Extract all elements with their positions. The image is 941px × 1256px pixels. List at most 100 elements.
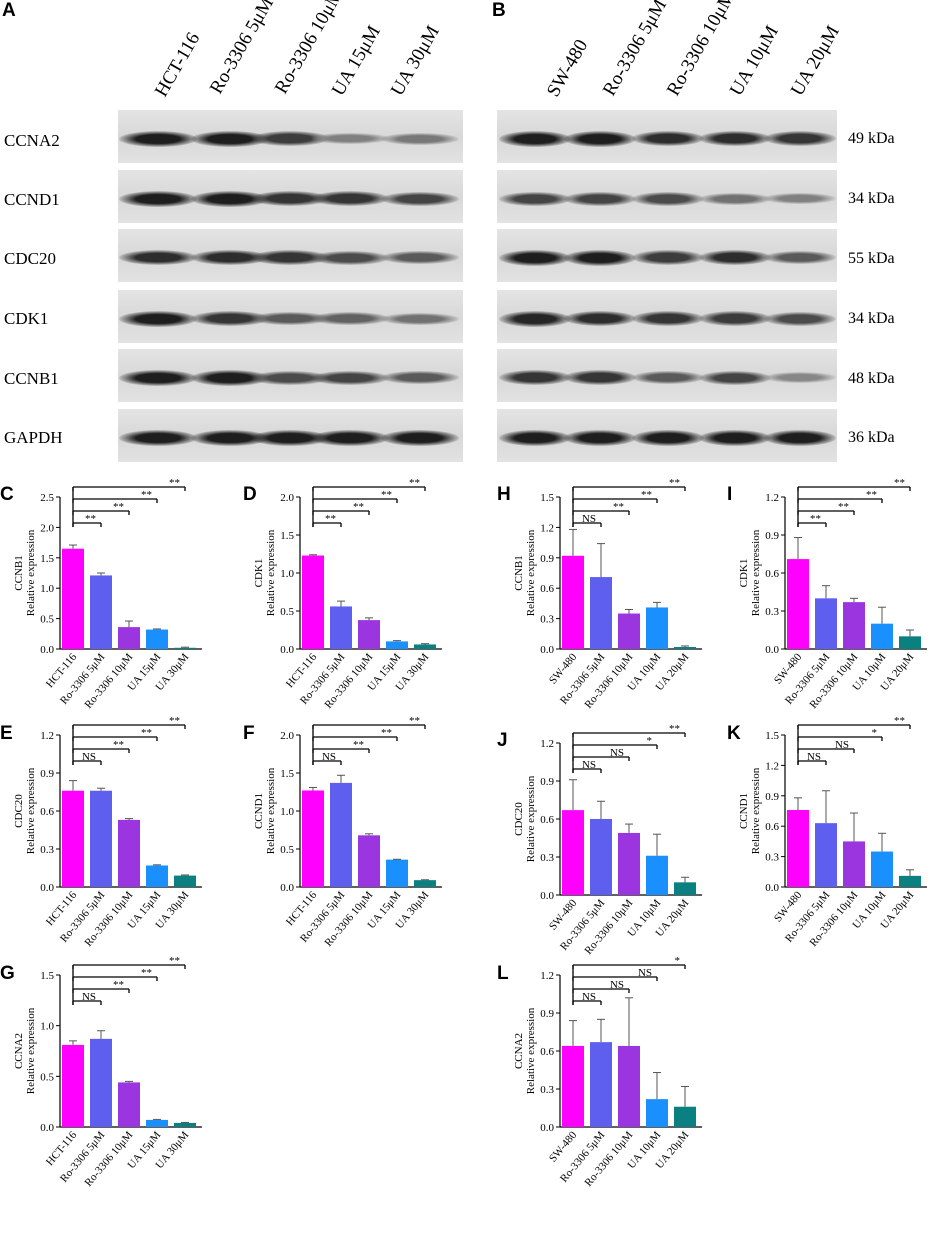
significance-label: NS xyxy=(582,759,596,771)
blot-band xyxy=(251,312,329,325)
blot-band xyxy=(381,371,459,384)
blot-band xyxy=(632,250,704,265)
significance-label: ** xyxy=(613,501,624,513)
blot-band xyxy=(699,429,771,446)
y-tick-label: 0.0 xyxy=(540,644,554,656)
y-tick-label: 2.0 xyxy=(280,492,294,504)
y-tick-label: 0.6 xyxy=(540,1046,554,1058)
bar xyxy=(646,1099,668,1127)
blot-band xyxy=(191,190,269,207)
significance-label: ** xyxy=(641,489,652,501)
blot-band xyxy=(699,192,771,205)
y-tick-label: 0.0 xyxy=(280,644,294,656)
panel-label: C xyxy=(0,484,14,505)
blot-band xyxy=(632,311,704,326)
significance-label: NS xyxy=(835,739,849,751)
blot-band xyxy=(632,191,704,206)
blot-band xyxy=(119,429,197,446)
bar xyxy=(90,790,112,887)
y-axis-label: Relative expression xyxy=(750,529,762,616)
y-tick-label: 0.0 xyxy=(540,890,554,902)
blot-band xyxy=(251,250,329,265)
blot-band xyxy=(311,133,389,144)
y-axis-title: CDC20 xyxy=(13,794,25,828)
significance-label: ** xyxy=(325,513,336,525)
bar xyxy=(174,1122,196,1127)
blot-band xyxy=(191,130,269,147)
blot-band xyxy=(699,370,771,385)
y-tick-label: 1.0 xyxy=(280,568,294,580)
bar xyxy=(843,602,865,649)
blot-band xyxy=(251,191,329,206)
blot-row-label: CDC20 xyxy=(4,249,56,268)
bar xyxy=(618,613,640,649)
y-tick-label: 0.6 xyxy=(540,583,554,595)
blot-band xyxy=(251,370,329,385)
blot-band xyxy=(381,132,459,145)
bar xyxy=(646,607,668,649)
blot-band xyxy=(632,131,704,146)
bar xyxy=(646,855,668,895)
bar xyxy=(562,555,584,649)
bar xyxy=(562,810,584,895)
significance-label: ** xyxy=(669,723,680,735)
blot-band xyxy=(764,429,836,446)
blot-band xyxy=(119,250,197,265)
significance-label: * xyxy=(872,727,878,739)
y-tick-label: 1.0 xyxy=(280,806,294,818)
y-axis-title: CCNB1 xyxy=(513,555,525,590)
bar xyxy=(562,1045,584,1127)
blot-band xyxy=(381,312,459,325)
significance-label: ** xyxy=(141,727,152,739)
y-tick-label: 1.2 xyxy=(765,760,779,772)
y-tick-label: 1.5 xyxy=(40,970,54,982)
y-tick-label: 1.5 xyxy=(540,492,554,504)
significance-label: ** xyxy=(810,513,821,525)
y-tick-label: 1.0 xyxy=(40,1021,54,1033)
bar xyxy=(787,559,809,649)
blot-band xyxy=(564,311,636,326)
significance-label: ** xyxy=(409,715,420,727)
y-axis-title: CDK1 xyxy=(738,559,750,588)
blot-band xyxy=(251,429,329,446)
bar xyxy=(674,646,696,649)
y-tick-label: 0.3 xyxy=(40,844,54,856)
bar xyxy=(815,823,837,887)
y-tick-label: 0.6 xyxy=(40,806,54,818)
y-axis-label: Relative expression xyxy=(525,775,537,862)
y-tick-label: 0.3 xyxy=(765,852,779,864)
significance-label: ** xyxy=(669,477,680,489)
blot-band xyxy=(564,191,636,206)
bar xyxy=(174,875,196,887)
y-tick-label: 1.2 xyxy=(765,492,779,504)
y-tick-label: 0.6 xyxy=(540,814,554,826)
y-axis-label: Relative expression xyxy=(525,529,537,616)
bar xyxy=(590,819,612,895)
kda-label: 34 kDa xyxy=(848,190,895,207)
y-tick-label: 1.2 xyxy=(540,738,554,750)
blot-row-label: CCNA2 xyxy=(4,131,60,150)
significance-label: ** xyxy=(141,489,152,501)
bar xyxy=(674,882,696,895)
significance-label: ** xyxy=(113,501,124,513)
blot-band xyxy=(564,370,636,385)
bar xyxy=(358,835,380,887)
significance-label: NS xyxy=(322,751,336,763)
bar xyxy=(62,548,84,649)
y-axis-label: Relative expression xyxy=(25,529,37,616)
blot-band xyxy=(381,429,459,446)
y-axis-label: Relative expression xyxy=(25,767,37,854)
panel-label: G xyxy=(0,963,15,984)
blot-band xyxy=(311,250,389,265)
y-tick-label: 0.6 xyxy=(765,821,779,833)
y-tick-label: 0.3 xyxy=(540,614,554,626)
y-tick-label: 0.9 xyxy=(40,768,54,780)
panel-label: F xyxy=(243,723,255,744)
y-tick-label: 0.5 xyxy=(40,614,54,626)
bar xyxy=(871,623,893,649)
y-tick-label: 0.5 xyxy=(280,844,294,856)
bar xyxy=(674,1106,696,1127)
bar xyxy=(174,647,196,649)
blot-band xyxy=(499,249,571,266)
